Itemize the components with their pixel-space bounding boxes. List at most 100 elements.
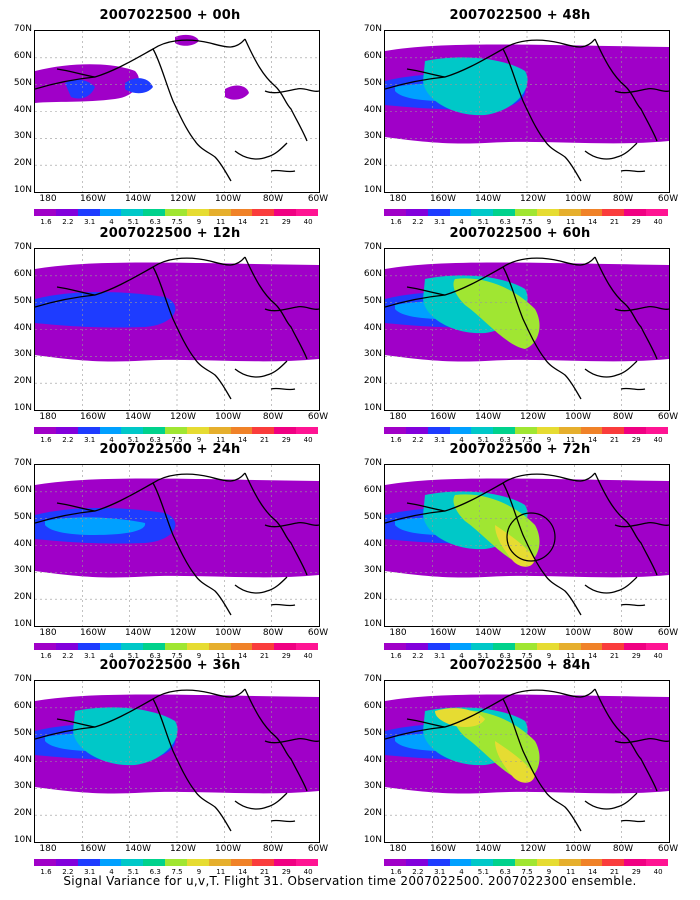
coastline: [620, 169, 646, 173]
colorbar-swatch: [558, 643, 581, 650]
colorbar-swatch: [186, 209, 209, 216]
colorbar-swatch: [515, 427, 537, 434]
panel-title: 2007022500 + 12h: [99, 226, 241, 241]
x-tick-label: 120W: [169, 628, 197, 638]
colorbar-swatch: [493, 209, 516, 216]
variance-contour: [495, 741, 535, 783]
colorbar-label: 40: [653, 218, 663, 226]
colorbar-swatch: [121, 209, 144, 216]
colorbar-label: 11: [216, 436, 226, 444]
variance-map: [34, 680, 320, 843]
colorbar-label: 7.5: [171, 218, 183, 226]
x-tick-label: 100W: [214, 844, 242, 854]
colorbar-swatch: [77, 859, 100, 866]
coastline: [620, 387, 646, 391]
x-tick-label: 60W: [307, 194, 329, 204]
x-tick-label: 100W: [214, 628, 242, 638]
y-tick-label: 30N: [13, 781, 32, 792]
colorbar-swatch: [624, 209, 647, 216]
y-tick-label: 10N: [363, 185, 382, 195]
x-tick-label: 160W: [79, 412, 107, 422]
map-panel: 2007022500 + 84h 70N 60N 50N 40N 30N 20N 10N 180…: [350, 658, 690, 876]
colorbar-swatch: [602, 427, 625, 434]
colorbar-swatch: [405, 643, 428, 650]
colorbar-swatch: [55, 643, 78, 650]
colorbar-swatch: [296, 643, 318, 650]
colorbar-label: 21: [609, 218, 619, 226]
coastline: [584, 142, 638, 160]
coastline: [152, 688, 246, 700]
colorbar-labels: 1.6 2.2 3.1 4 5.1 6.3 7.5 9 11 14 21 29 40: [384, 436, 668, 445]
colorbar-label: 3.1: [84, 652, 96, 660]
colorbar-swatch: [558, 427, 581, 434]
map-panel: 2007022500 + 60h 70N 60N 50N 40N 30N 20N 10N 180…: [350, 226, 690, 444]
colorbar-swatch: [580, 209, 603, 216]
colorbar-swatch: [77, 643, 100, 650]
colorbar-label: 29: [631, 218, 641, 226]
x-tick-label: 60W: [657, 844, 679, 854]
colorbar-swatch: [296, 209, 318, 216]
coastline: [264, 521, 319, 528]
panel-title: 2007022500 + 36h: [99, 658, 241, 673]
map-panel: 2007022500 + 00h 70N 60N 50N 40N 30N 20N 10N 180…: [0, 8, 340, 226]
y-tick-label: 60N: [363, 484, 382, 495]
colorbar-label: 2.2: [62, 218, 74, 226]
coastline: [152, 472, 246, 484]
coastline: [264, 305, 319, 312]
colorbar-label: 4: [109, 218, 114, 226]
x-tick-label: 80W: [612, 412, 634, 422]
colorbar-label: 1.6: [40, 868, 52, 876]
colorbar-swatch: [515, 859, 537, 866]
colorbar-swatch: [646, 859, 668, 866]
y-tick-label: 70N: [363, 674, 382, 684]
colorbar-label: 7.5: [171, 652, 183, 660]
colorbar-swatch: [427, 859, 450, 866]
colorbar-swatch: [208, 209, 231, 216]
coastline: [234, 576, 288, 594]
y-tick-label: 20N: [13, 158, 32, 169]
coastline: [584, 576, 638, 594]
x-tick-label: 140W: [124, 628, 152, 638]
colorbar-swatch: [208, 859, 231, 866]
colorbar-label: 14: [588, 436, 598, 444]
panel-title: 2007022500 + 24h: [99, 442, 241, 457]
colorbar-swatch: [34, 209, 56, 216]
colorbar-label: 3.1: [434, 868, 446, 876]
colorbar-label: 40: [653, 652, 663, 660]
colorbar-label: 2.2: [412, 868, 424, 876]
y-tick-label: 10N: [13, 403, 32, 413]
variance-map: [384, 248, 670, 411]
colorbar-label: 9: [196, 868, 202, 876]
colorbar-swatch: [449, 427, 472, 434]
x-tick-label: 100W: [564, 194, 592, 204]
colorbar-label: 14: [588, 652, 598, 660]
x-tick-label: 180: [389, 412, 407, 422]
colorbar-label: 7.5: [521, 652, 533, 660]
y-tick-label: 30N: [13, 565, 32, 576]
x-tick-label: 140W: [124, 844, 152, 854]
x-tick-label: 80W: [612, 844, 634, 854]
colorbar-label: 5.1: [127, 868, 139, 876]
colorbar-label: 11: [566, 436, 576, 444]
colorbar-swatch: [427, 643, 450, 650]
colorbar-label: 40: [303, 868, 313, 876]
colorbar-swatch: [646, 643, 668, 650]
colorbar: [34, 209, 318, 216]
colorbar-swatch: [536, 209, 559, 216]
colorbar-label: 5.1: [477, 436, 489, 444]
colorbar-swatch: [449, 859, 472, 866]
x-tick-label: 60W: [307, 844, 329, 854]
x-tick-label: 140W: [474, 412, 502, 422]
colorbar-swatch: [99, 859, 122, 866]
coastline: [270, 387, 296, 391]
colorbar-label: 1.6: [40, 652, 52, 660]
y-tick-label: 30N: [363, 349, 382, 360]
y-tick-label: 20N: [13, 592, 32, 603]
x-tick-label: 80W: [262, 194, 284, 204]
colorbar-labels: 1.6 2.2 3.1 4 5.1 6.3 7.5 9 11 14 21 29 40: [384, 218, 668, 227]
colorbar-label: 1.6: [390, 652, 402, 660]
colorbar-swatch: [143, 859, 166, 866]
coastline: [56, 718, 96, 728]
colorbar-swatch: [143, 427, 166, 434]
colorbar-swatch: [493, 859, 516, 866]
